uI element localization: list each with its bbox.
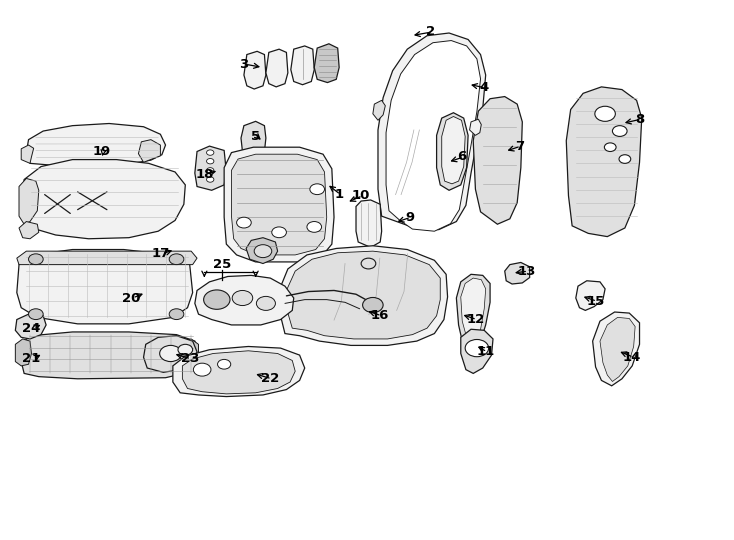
Polygon shape	[266, 49, 288, 87]
Text: 10: 10	[352, 189, 371, 202]
Circle shape	[254, 245, 272, 258]
Polygon shape	[241, 122, 266, 156]
Circle shape	[170, 309, 184, 320]
Polygon shape	[378, 33, 486, 230]
Circle shape	[619, 155, 631, 164]
Polygon shape	[231, 154, 327, 255]
Text: 5: 5	[251, 130, 261, 143]
Text: 17: 17	[151, 247, 170, 260]
Text: 24: 24	[22, 322, 40, 335]
Circle shape	[203, 290, 230, 309]
Polygon shape	[182, 351, 295, 394]
Text: 8: 8	[635, 113, 644, 126]
Text: 19: 19	[92, 145, 111, 158]
Polygon shape	[457, 274, 490, 348]
Polygon shape	[26, 124, 166, 166]
Polygon shape	[386, 40, 481, 231]
Polygon shape	[17, 251, 197, 265]
Circle shape	[206, 159, 214, 164]
Circle shape	[310, 184, 324, 194]
Polygon shape	[566, 87, 642, 237]
Polygon shape	[173, 347, 305, 396]
Text: 7: 7	[515, 140, 524, 153]
Circle shape	[604, 143, 616, 152]
Text: 2: 2	[426, 25, 435, 38]
Circle shape	[361, 258, 376, 269]
Polygon shape	[19, 221, 39, 239]
Polygon shape	[195, 146, 226, 190]
Polygon shape	[373, 100, 385, 120]
Polygon shape	[314, 44, 339, 83]
Polygon shape	[461, 278, 486, 345]
Text: 4: 4	[479, 82, 489, 94]
Polygon shape	[279, 246, 448, 346]
Polygon shape	[244, 51, 266, 89]
Text: 21: 21	[22, 353, 40, 366]
Text: 22: 22	[261, 372, 280, 386]
Circle shape	[170, 254, 184, 265]
Circle shape	[160, 346, 181, 362]
Text: 11: 11	[476, 346, 495, 359]
Polygon shape	[442, 117, 465, 184]
Polygon shape	[195, 275, 294, 325]
Polygon shape	[461, 329, 493, 374]
Circle shape	[256, 296, 275, 310]
Circle shape	[217, 360, 230, 369]
Circle shape	[206, 150, 214, 156]
Polygon shape	[592, 312, 639, 386]
Polygon shape	[286, 251, 440, 339]
Polygon shape	[19, 178, 39, 224]
Circle shape	[178, 345, 192, 355]
Text: 20: 20	[122, 292, 140, 305]
Circle shape	[272, 227, 286, 238]
Text: 9: 9	[405, 211, 414, 224]
Polygon shape	[144, 336, 197, 373]
Text: 25: 25	[213, 258, 231, 271]
Text: 15: 15	[586, 295, 605, 308]
Polygon shape	[600, 318, 635, 381]
Circle shape	[612, 126, 627, 137]
Polygon shape	[356, 200, 382, 247]
Polygon shape	[470, 119, 482, 136]
Text: 23: 23	[181, 353, 199, 366]
Text: 13: 13	[517, 265, 536, 278]
Polygon shape	[21, 332, 198, 379]
Circle shape	[29, 309, 43, 320]
Circle shape	[193, 363, 211, 376]
Circle shape	[465, 340, 489, 357]
Polygon shape	[224, 147, 334, 262]
Text: 3: 3	[239, 58, 249, 71]
Polygon shape	[575, 281, 605, 310]
Circle shape	[595, 106, 615, 122]
Circle shape	[206, 167, 214, 173]
Polygon shape	[473, 97, 523, 224]
Circle shape	[206, 177, 214, 182]
Text: 1: 1	[335, 188, 344, 201]
Circle shape	[232, 291, 252, 306]
Text: 16: 16	[371, 309, 389, 322]
Polygon shape	[139, 140, 161, 163]
Text: 18: 18	[195, 167, 214, 180]
Polygon shape	[15, 339, 32, 366]
Polygon shape	[505, 262, 530, 284]
Circle shape	[307, 221, 321, 232]
Circle shape	[363, 298, 383, 313]
Text: 12: 12	[466, 313, 484, 326]
Text: 14: 14	[623, 351, 642, 364]
Polygon shape	[246, 238, 277, 264]
Polygon shape	[437, 113, 468, 190]
Circle shape	[236, 217, 251, 228]
Polygon shape	[21, 160, 185, 239]
Text: 6: 6	[457, 151, 467, 164]
Polygon shape	[182, 339, 198, 368]
Polygon shape	[17, 249, 192, 324]
Circle shape	[29, 254, 43, 265]
Polygon shape	[291, 46, 314, 85]
Polygon shape	[15, 314, 46, 339]
Polygon shape	[21, 145, 34, 164]
